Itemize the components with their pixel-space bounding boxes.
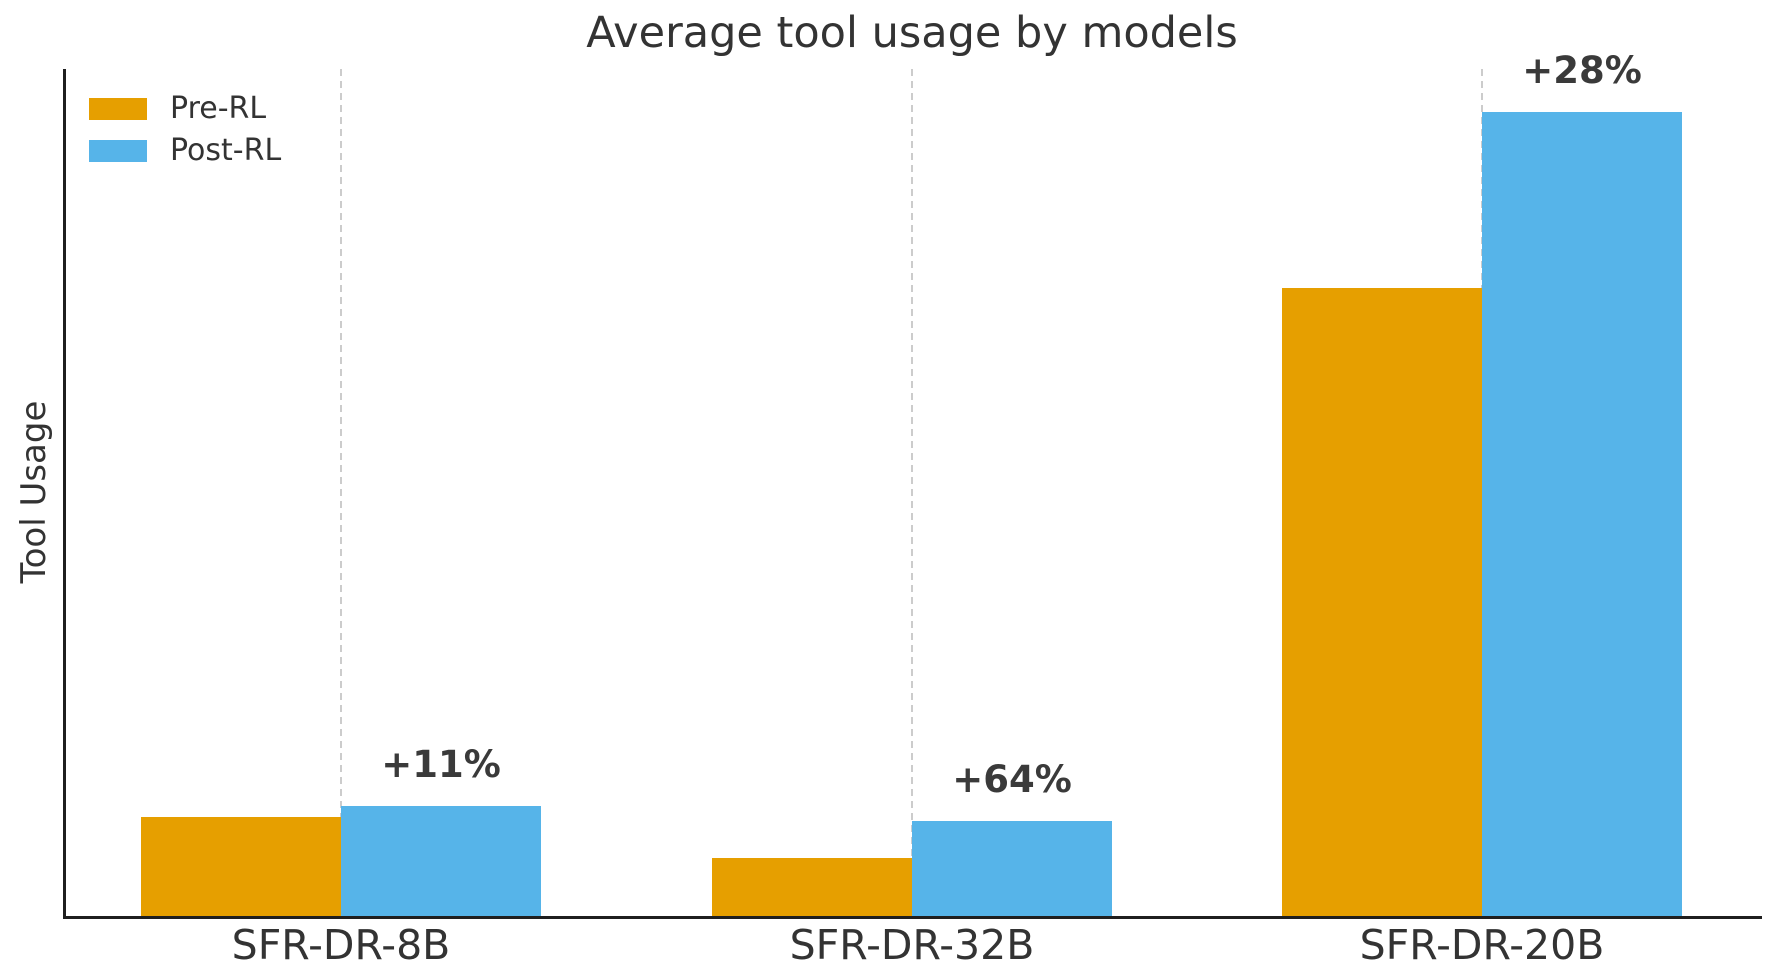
bar-post-rl-sfr-dr-32b: [912, 821, 1112, 916]
gridline: [911, 69, 913, 916]
plot-area: +11% +64% +28%: [63, 49, 1762, 919]
x-tick-label-sfr-dr-20b: SFR-DR-20B: [1359, 921, 1605, 969]
legend-item-post-rl: Post-RL: [89, 133, 282, 168]
gridline: [340, 69, 342, 916]
x-tick-label-sfr-dr-8b: SFR-DR-8B: [231, 921, 451, 969]
legend-label-post-rl: Post-RL: [170, 133, 282, 168]
x-axis: SFR-DR-8B SFR-DR-32B SFR-DR-20B: [66, 921, 1762, 976]
bar-post-rl-sfr-dr-20b: [1482, 111, 1682, 916]
legend-label-pre-rl: Pre-RL: [170, 91, 267, 126]
annotation-sfr-dr-8b: +11%: [381, 742, 501, 786]
bar-pre-rl-sfr-dr-8b: [141, 817, 341, 916]
post-rl-swatch-icon: [89, 140, 147, 162]
legend-item-pre-rl: Pre-RL: [89, 91, 281, 126]
bar-post-rl-sfr-dr-8b: [341, 805, 541, 916]
bar-pre-rl-sfr-dr-32b: [712, 858, 912, 916]
annotation-sfr-dr-20b: +28%: [1522, 48, 1642, 92]
legend: Pre-RL Post-RL: [89, 91, 282, 182]
annotation-sfr-dr-32b: +64%: [952, 758, 1072, 802]
pre-rl-swatch-icon: [89, 98, 147, 120]
x-tick-label-sfr-dr-32b: SFR-DR-32B: [789, 921, 1035, 969]
bar-pre-rl-sfr-dr-20b: [1282, 287, 1482, 916]
y-axis-label: Tool Usage: [14, 400, 54, 584]
chart-title: Average tool usage by models: [586, 8, 1238, 58]
